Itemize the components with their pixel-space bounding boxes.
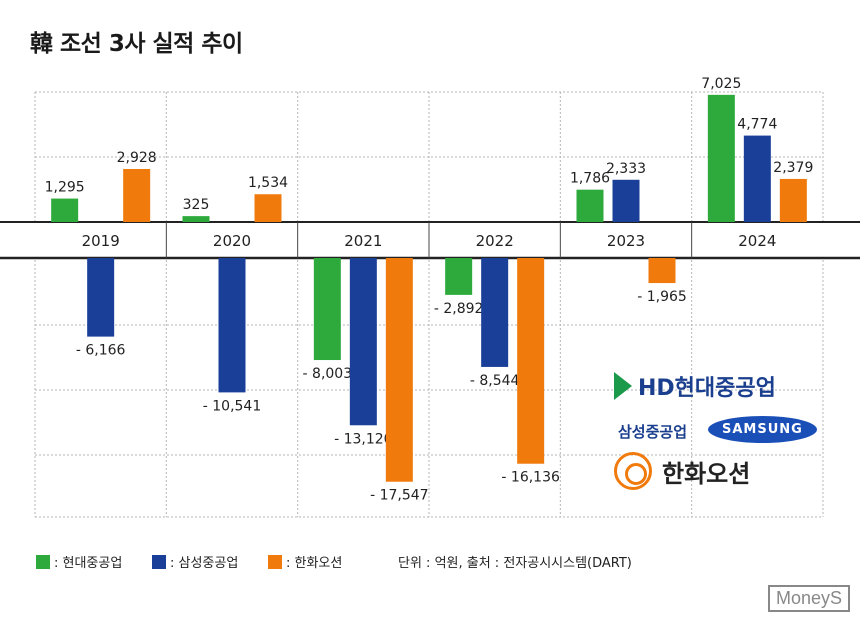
legend-swatch-hanwha xyxy=(268,554,282,569)
x-tick-label: 2021 xyxy=(344,232,382,250)
x-tick-label: 2023 xyxy=(607,232,645,250)
chart-title: 韓 조선 3사 실적 추이 xyxy=(30,31,243,57)
axis-band xyxy=(0,222,860,258)
bar xyxy=(385,258,413,482)
data-label: - 8,544 xyxy=(470,373,520,389)
bar xyxy=(87,258,115,337)
bar xyxy=(517,258,545,464)
bar xyxy=(254,194,282,222)
bar xyxy=(313,258,341,361)
bar xyxy=(123,169,151,222)
watermark-logo: MoneyS xyxy=(767,585,850,612)
bar xyxy=(51,198,79,222)
hanwha-logo-text: 한화오션 xyxy=(662,459,751,488)
unit-source-note: 단위 : 억원, 출처 : 전자공시시스템(DART) xyxy=(398,556,632,571)
legend-label-hyundai: : 현대중공업 xyxy=(54,556,123,571)
hd-logo-text: HD현대중공업 xyxy=(638,376,776,401)
bar xyxy=(648,258,676,284)
bar xyxy=(481,258,509,367)
data-label: 2,928 xyxy=(117,150,157,166)
x-tick-label: 2024 xyxy=(738,232,776,250)
data-label: - 1,965 xyxy=(637,289,687,305)
hd-hyundai-logo: HD현대중공업 xyxy=(614,370,776,402)
x-tick-label: 2020 xyxy=(213,232,251,250)
legend-item-hanwha: : 한화오션 xyxy=(268,552,342,571)
bar xyxy=(349,258,377,426)
data-label: - 13,120 xyxy=(334,431,393,447)
hanwha-circle-icon xyxy=(614,452,652,490)
samsung-heavy-logo-text: 삼성중공업 xyxy=(618,423,688,441)
data-label: - 16,136 xyxy=(501,470,560,486)
data-label: - 10,541 xyxy=(203,398,262,414)
data-label: - 17,547 xyxy=(370,488,429,504)
legend-item-samsung: : 삼성중공업 xyxy=(152,552,238,571)
bar xyxy=(707,94,735,222)
bar xyxy=(779,178,807,222)
legend-label-samsung: : 삼성중공업 xyxy=(170,556,239,571)
bar xyxy=(445,258,473,295)
hanwha-ocean-logo: 한화오션 xyxy=(614,452,750,490)
data-label: 1,786 xyxy=(570,171,610,187)
bar xyxy=(576,189,604,222)
data-label: 4,774 xyxy=(737,117,777,133)
data-label: - 6,166 xyxy=(76,343,126,359)
data-label: - 8,003 xyxy=(303,366,353,382)
data-label: 1,534 xyxy=(248,175,288,191)
hd-arrow-icon xyxy=(614,372,632,400)
samsung-logo: SAMSUNG xyxy=(708,416,817,443)
legend-item-hyundai: : 현대중공업 xyxy=(36,552,122,571)
legend-label-hanwha: : 한화오션 xyxy=(286,556,343,571)
legend-swatch-hyundai xyxy=(36,554,50,569)
bar xyxy=(612,179,640,222)
data-label: 2,333 xyxy=(606,161,646,177)
data-label: 7,025 xyxy=(701,76,741,92)
data-label: 325 xyxy=(183,197,210,213)
legend-swatch-samsung xyxy=(152,554,166,569)
bar xyxy=(743,135,771,222)
x-tick-label: 2022 xyxy=(476,232,514,250)
x-tick-label: 2019 xyxy=(82,232,120,250)
data-label: 1,295 xyxy=(45,180,85,196)
bar xyxy=(182,216,210,222)
data-label: - 2,892 xyxy=(434,301,484,317)
bar xyxy=(218,258,246,393)
data-label: 2,379 xyxy=(773,160,813,176)
